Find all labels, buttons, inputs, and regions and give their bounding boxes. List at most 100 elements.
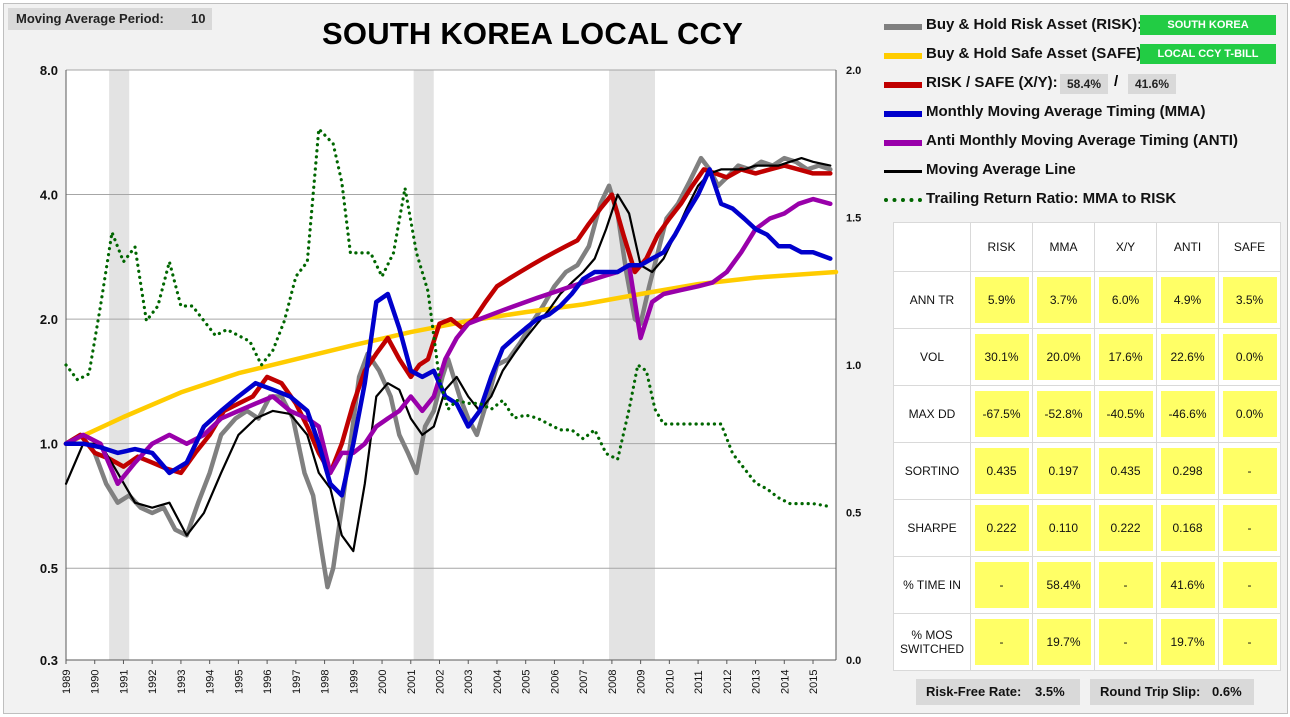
slip-value: 0.6%	[1212, 684, 1242, 699]
x-tick-label: 1999	[348, 670, 360, 694]
x-tick-label: 1993	[176, 670, 188, 694]
stats-value: 5.9%	[974, 277, 1029, 323]
stats-row: SORTINO 0.435 0.197 0.435 0.298 -	[893, 442, 1281, 500]
stats-value: 58.4%	[1036, 562, 1091, 608]
stats-value: -	[1222, 562, 1277, 608]
stats-value: 30.1%	[974, 334, 1029, 380]
x-tick-label: 1994	[205, 670, 217, 694]
legend-risk-label: Buy & Hold Risk Asset (RISK):	[926, 16, 1143, 33]
xy-separator: /	[1114, 73, 1119, 90]
period-value: 10	[191, 11, 206, 26]
stats-value: 0.435	[974, 448, 1029, 494]
x-tick-label: 2012	[722, 670, 734, 694]
x-tick-label: 2014	[779, 670, 791, 694]
stats-cell-mma: 0.197	[1032, 442, 1095, 500]
stats-row-label: ANN TR	[893, 271, 971, 329]
x-tick-label: 1991	[118, 670, 130, 694]
stats-cell-risk: -	[970, 613, 1033, 671]
stats-value: -	[974, 619, 1029, 665]
stats-cell-xy: -40.5%	[1094, 385, 1157, 443]
stats-row-label-line1: % MOS	[911, 628, 953, 642]
x-tick-label: 2010	[664, 670, 676, 694]
x-tick-label: 1995	[233, 670, 245, 694]
y-tick-label: 0.5	[40, 561, 58, 576]
y-tick-label: 8.0	[40, 63, 58, 78]
recession-band	[109, 70, 130, 660]
x-tick-label: 2008	[607, 670, 619, 694]
x-tick-label: 2006	[549, 670, 561, 694]
stats-value: 0.197	[1036, 448, 1091, 494]
stats-row-label: MAX DD	[893, 385, 971, 443]
stats-row-label-line2: SWITCHED	[900, 642, 964, 656]
legend-safe-label: Buy & Hold Safe Asset (SAFE):	[926, 45, 1147, 62]
stats-row-label: SHARPE	[893, 499, 971, 557]
stats-cell-anti: 0.298	[1156, 442, 1219, 500]
stats-cell-anti: 4.9%	[1156, 271, 1219, 329]
y-tick-label: 0.3	[40, 653, 58, 668]
stats-col-header: MMA	[1032, 222, 1095, 272]
y2-tick-label: 0.0	[846, 655, 861, 667]
x-tick-label: 2004	[492, 670, 504, 694]
risk-free-rate-badge: Risk-Free Rate: 3.5%	[916, 679, 1080, 705]
series-line-3	[63, 167, 833, 498]
stats-value: 0.222	[974, 505, 1029, 551]
stats-cell-xy: -	[1094, 613, 1157, 671]
x-tick-label: 2003	[463, 670, 475, 694]
stats-cell-xy: 6.0%	[1094, 271, 1157, 329]
stats-cell-anti: 22.6%	[1156, 328, 1219, 386]
x-tick-label: 1989	[61, 670, 73, 694]
x-tick-label: 2011	[693, 670, 705, 694]
legend-swatch-ratio	[884, 198, 922, 202]
legend-swatch-risk	[884, 24, 922, 30]
stats-value: -	[1098, 562, 1153, 608]
legend-swatch-xy	[884, 82, 922, 88]
x-tick-label: 2002	[435, 670, 447, 694]
recession-band	[413, 70, 434, 660]
y2-tick-label: 1.0	[846, 360, 861, 372]
stats-row: VOL 30.1% 20.0% 17.6% 22.6% 0.0%	[893, 328, 1281, 386]
stats-cell-mma: 58.4%	[1032, 556, 1095, 614]
stats-cell-safe: 0.0%	[1218, 328, 1281, 386]
stats-col-header: SAFE	[1218, 222, 1281, 272]
stats-cell-safe: -	[1218, 442, 1281, 500]
stats-cell-anti: 0.168	[1156, 499, 1219, 557]
stats-cell-safe: -	[1218, 613, 1281, 671]
stats-value: -52.8%	[1036, 391, 1091, 437]
y-tick-label: 4.0	[40, 188, 58, 203]
legend-anti-label: Anti Monthly Moving Average Timing (ANTI…	[926, 132, 1238, 149]
series-line-2	[63, 163, 833, 476]
stats-value: 0.298	[1160, 448, 1215, 494]
x-tick-label: 1996	[262, 670, 274, 694]
stats-cell-risk: -	[970, 556, 1033, 614]
stats-col-header: X/Y	[1094, 222, 1157, 272]
x-tick-label: 2005	[521, 670, 533, 694]
safe-asset-badge: LOCAL CCY T-BILL	[1140, 44, 1276, 64]
x-tick-label: 1998	[320, 670, 332, 694]
x-tick-label: 2007	[578, 670, 590, 694]
stats-value: 6.0%	[1098, 277, 1153, 323]
stats-value: 3.7%	[1036, 277, 1091, 323]
stats-value: 0.168	[1160, 505, 1215, 551]
stats-cell-xy: 17.6%	[1094, 328, 1157, 386]
stats-header-row: RISK MMA X/Y ANTI SAFE	[893, 222, 1281, 272]
x-tick-label: 2013	[751, 670, 763, 694]
moving-average-period-box: Moving Average Period: 10	[8, 8, 212, 30]
round-trip-slip-badge: Round Trip Slip: 0.6%	[1090, 679, 1254, 705]
stats-value: 0.0%	[1222, 391, 1277, 437]
xy-safe-pct: 41.6%	[1128, 74, 1176, 94]
stats-cell-xy: 0.435	[1094, 442, 1157, 500]
stats-value: 0.435	[1098, 448, 1153, 494]
stats-value: -	[1222, 505, 1277, 551]
legend-ratio-label: Trailing Return Ratio: MMA to RISK	[926, 190, 1177, 207]
stats-value: 19.7%	[1036, 619, 1091, 665]
stats-cell-mma: -52.8%	[1032, 385, 1095, 443]
stats-cell-anti: 41.6%	[1156, 556, 1219, 614]
stats-value: -67.5%	[974, 391, 1029, 437]
stats-value: 19.7%	[1160, 619, 1215, 665]
stats-value: 3.5%	[1222, 277, 1277, 323]
y-tick-label: 2.0	[40, 312, 58, 327]
stats-cell-anti: -46.6%	[1156, 385, 1219, 443]
stats-row: SHARPE 0.222 0.110 0.222 0.168 -	[893, 499, 1281, 557]
stats-value: -	[1098, 619, 1153, 665]
stats-row: % TIME IN - 58.4% - 41.6% -	[893, 556, 1281, 614]
